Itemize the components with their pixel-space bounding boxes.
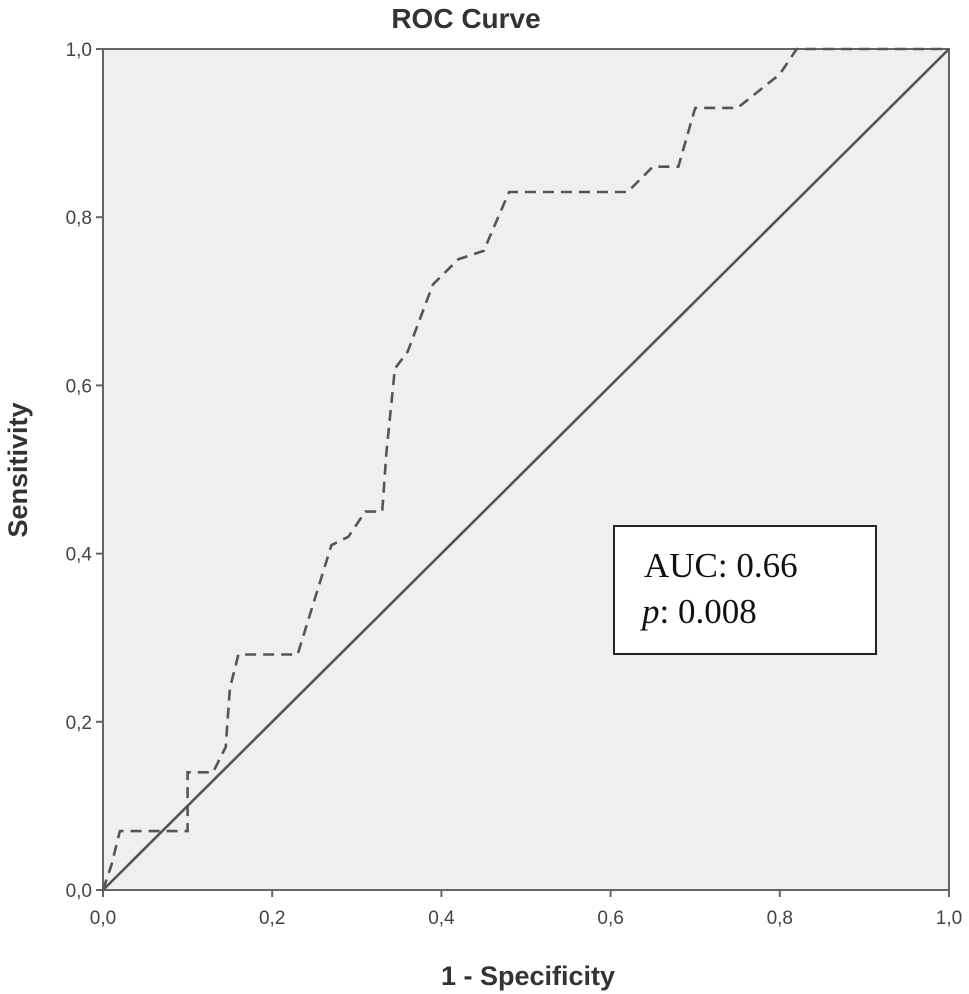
x-tick-label: 1,0 [936, 908, 962, 929]
y-axis-label: Sensitivity [3, 402, 33, 537]
x-axis-label: 1 - Specificity [441, 961, 615, 991]
auc-text: AUC: 0.66 [644, 546, 798, 585]
y-tick-label: 1,0 [66, 40, 92, 61]
x-axis-ticks: 0,0 0,2 0,4 0,6 0,8 1,0 [90, 890, 962, 929]
series-layer [101, 47, 950, 891]
y-tick-label: 0,0 [66, 881, 92, 902]
chart-title: ROC Curve [391, 3, 540, 34]
y-tick-label: 0,2 [66, 713, 92, 734]
auc-value: 0.66 [736, 546, 797, 585]
x-tick-label: 0,0 [90, 908, 116, 929]
annotation-border [613, 525, 877, 655]
roc-curve-line [101, 47, 949, 891]
y-tick-label: 0,6 [66, 376, 92, 397]
y-axis-ticks: 0,0 0,2 0,4 0,6 0,8 1,0 [66, 40, 103, 902]
y-tick-label: 0,8 [66, 208, 92, 229]
reference-diagonal-line [102, 48, 950, 891]
p-label: p [639, 592, 660, 631]
x-tick-label: 0,8 [767, 908, 793, 929]
p-text: p: 0.008 [639, 592, 757, 631]
x-tick-label: 0,2 [259, 908, 285, 929]
x-tick-label: 0,4 [428, 908, 455, 929]
p-value: : 0.008 [660, 592, 757, 631]
auc-annotation-box: AUC: 0.66 p: 0.008 [613, 525, 877, 655]
x-tick-label: 0,6 [597, 908, 623, 929]
auc-label: AUC: [644, 546, 728, 585]
y-tick-label: 0,4 [66, 545, 93, 566]
